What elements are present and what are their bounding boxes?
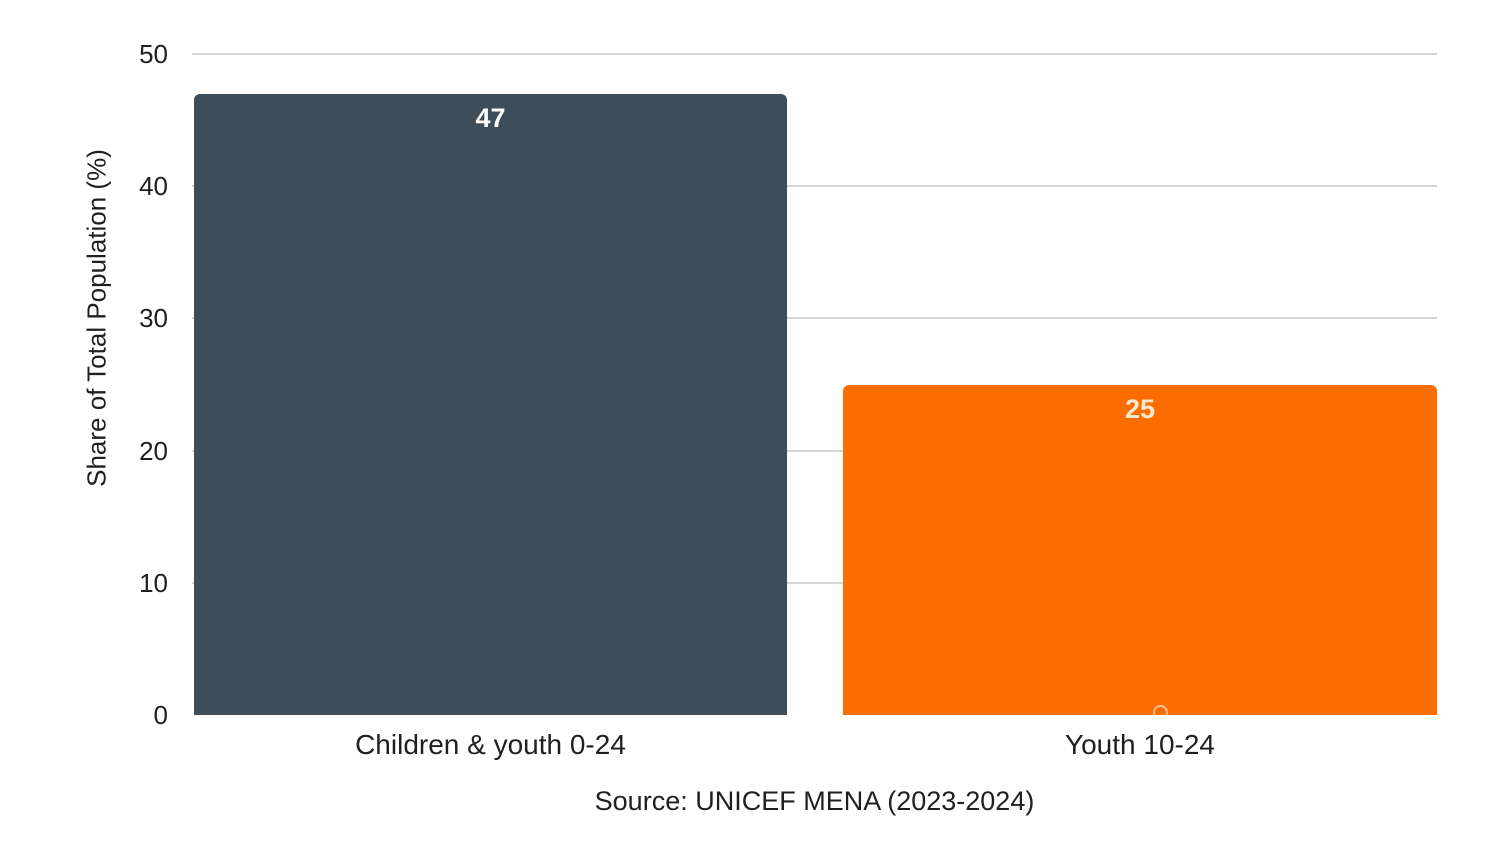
bar-1: 25 [843, 384, 1437, 715]
y-tick-label-30: 30 [139, 303, 168, 334]
y-tick-label-50: 50 [139, 39, 168, 69]
y-tick-label-20: 20 [139, 435, 168, 466]
artifact-dot [1153, 705, 1168, 720]
gridline-y-10 [192, 581, 1437, 584]
bar-value-label-1: 25 [1124, 393, 1156, 424]
y-tick-label-0: 0 [153, 700, 168, 730]
x-category-label-0: Children & youth 0-24 [355, 729, 626, 760]
bar-0: 47 [194, 93, 787, 715]
gridline-y-30 [192, 317, 1437, 320]
gridline-y-20 [192, 449, 1437, 452]
gridline-y-50 [192, 53, 1437, 55]
gridline-y-40 [192, 185, 1437, 188]
y-tick-label-40: 40 [139, 171, 168, 202]
y-tick-label-10: 10 [139, 567, 168, 598]
x-category-label-1: Youth 10-24 [1065, 729, 1215, 760]
bar-value-label-0: 47 [475, 102, 506, 133]
source-caption: Source: UNICEF MENA (2023-2024) [594, 786, 1035, 816]
